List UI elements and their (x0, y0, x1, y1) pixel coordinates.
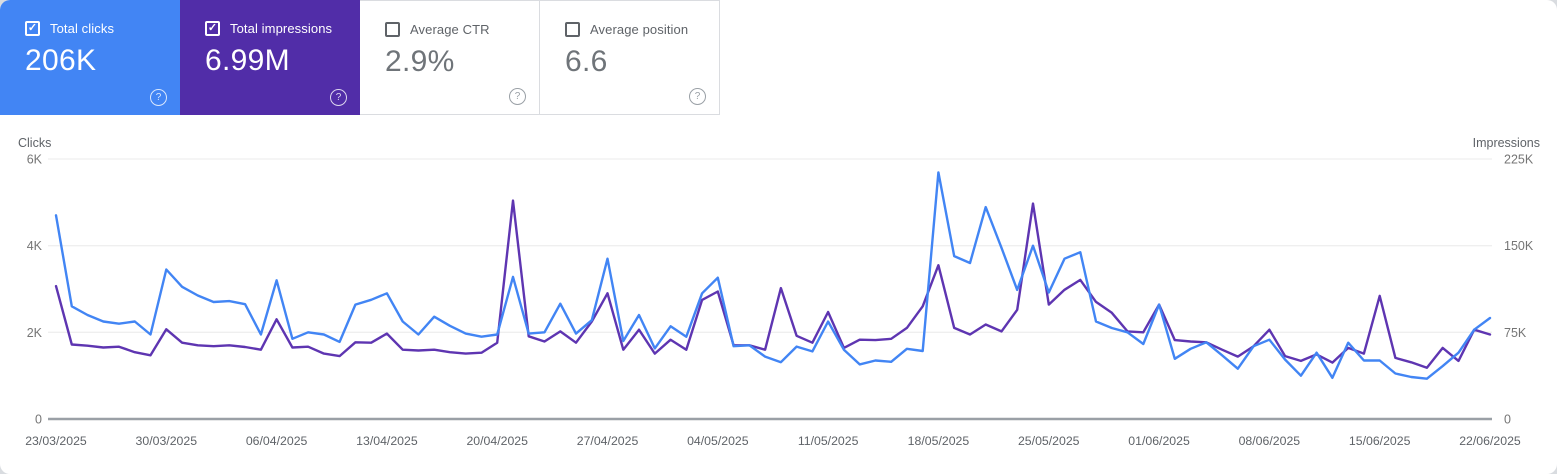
card-average-ctr[interactable]: Average CTR 2.9% ? (360, 0, 540, 115)
card-total-clicks-header: ✓ Total clicks (25, 21, 180, 36)
card-average-ctr-value: 2.9% (385, 45, 455, 78)
checkbox-unchecked-icon[interactable] (565, 22, 580, 37)
help-icon[interactable]: ? (150, 89, 167, 106)
x-axis-date-label: 25/05/2025 (1018, 434, 1080, 448)
left-axis-tick-label: 6K (27, 153, 43, 167)
x-axis-date-label: 13/04/2025 (356, 434, 418, 448)
help-icon[interactable]: ? (330, 89, 347, 106)
left-axis-tick-label: 0 (35, 413, 42, 427)
left-axis-title: Clicks (18, 136, 51, 150)
right-axis-tick-label: 0 (1504, 413, 1511, 427)
x-axis-date-label: 23/03/2025 (25, 434, 87, 448)
right-axis-tick-label: 150K (1504, 239, 1534, 253)
card-total-clicks-label: Total clicks (50, 21, 115, 36)
x-axis-date-label: 30/03/2025 (136, 434, 198, 448)
help-icon[interactable]: ? (509, 88, 526, 105)
x-axis-date-label: 20/04/2025 (466, 434, 528, 448)
card-average-position-value: 6.6 (565, 45, 608, 78)
x-axis-date-label: 04/05/2025 (687, 434, 749, 448)
card-average-position-label: Average position (590, 22, 689, 37)
card-average-position-header: Average position (565, 22, 719, 37)
x-axis-date-label: 27/04/2025 (577, 434, 639, 448)
checkbox-checked-icon[interactable]: ✓ (25, 21, 40, 36)
card-total-clicks-value: 206K (25, 44, 97, 77)
card-average-position[interactable]: Average position 6.6 ? (540, 0, 720, 115)
x-axis-date-label: 01/06/2025 (1128, 434, 1190, 448)
checkbox-unchecked-icon[interactable] (385, 22, 400, 37)
x-axis-date-label: 06/04/2025 (246, 434, 308, 448)
card-total-impressions[interactable]: ✓ Total impressions 6.99M ? (180, 0, 360, 115)
card-average-ctr-header: Average CTR (385, 22, 539, 37)
x-axis-date-label: 22/06/2025 (1459, 434, 1521, 448)
right-axis-tick-label: 75K (1504, 326, 1527, 340)
right-axis-tick-label: 225K (1504, 153, 1534, 167)
card-total-impressions-value: 6.99M (205, 44, 290, 77)
card-average-ctr-label: Average CTR (410, 22, 490, 37)
card-total-impressions-label: Total impressions (230, 21, 333, 36)
card-total-impressions-header: ✓ Total impressions (205, 21, 360, 36)
right-axis-title: Impressions (1473, 136, 1540, 150)
left-axis-tick-label: 2K (27, 326, 43, 340)
x-axis-date-label: 15/06/2025 (1349, 434, 1411, 448)
card-total-clicks[interactable]: ✓ Total clicks 206K ? (0, 0, 180, 115)
checkbox-checked-icon[interactable]: ✓ (205, 21, 220, 36)
x-axis-date-label: 11/05/2025 (798, 434, 859, 448)
metric-cards-row: ✓ Total clicks 206K ? ✓ Total impression… (0, 0, 720, 115)
performance-line-chart[interactable]: 0 0 2K 75K 4K 150K 6K 225K Clicks Impressions 23/0… (0, 130, 1557, 474)
clicks-line[interactable] (54, 171, 1492, 380)
left-axis-tick-label: 4K (27, 239, 43, 253)
x-axis-date-label: 18/05/2025 (908, 434, 970, 448)
chart-plot-area[interactable] (48, 150, 1492, 419)
x-axis-date-label: 08/06/2025 (1239, 434, 1301, 448)
help-icon[interactable]: ? (689, 88, 706, 105)
